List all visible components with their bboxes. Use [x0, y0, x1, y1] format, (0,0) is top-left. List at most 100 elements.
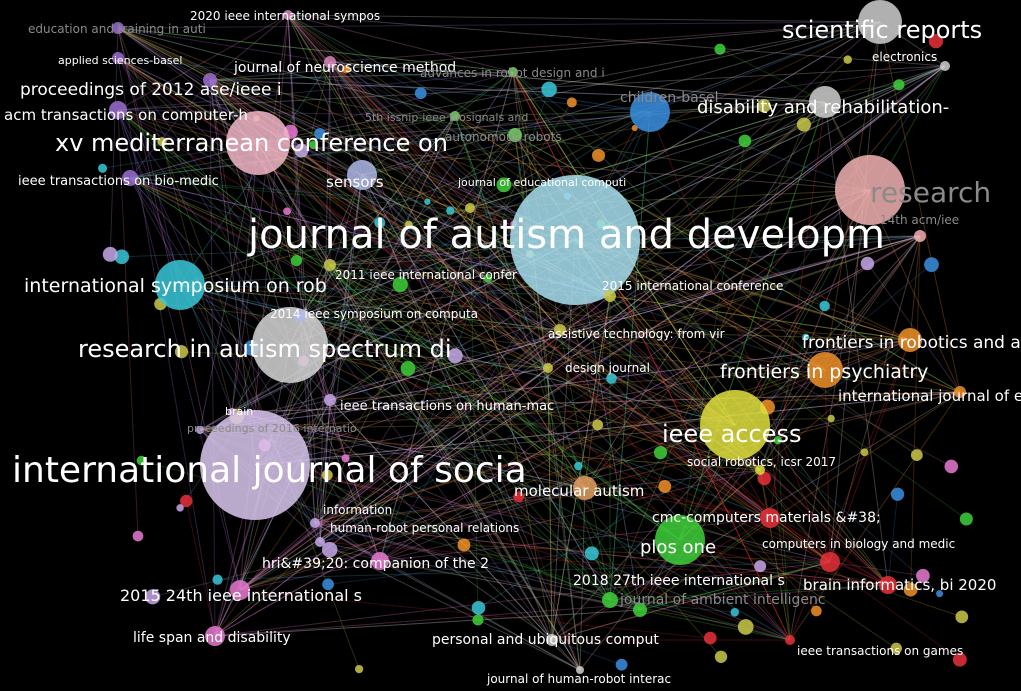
node: [658, 479, 672, 493]
node: [827, 414, 835, 423]
edge: [129, 111, 651, 179]
node: [472, 614, 484, 626]
edge: [329, 61, 651, 113]
edge: [209, 79, 216, 637]
edge: [117, 57, 291, 346]
edge: [879, 21, 961, 393]
edge: [769, 101, 826, 519]
edge: [867, 263, 961, 393]
edge: [257, 21, 881, 144]
edge: [463, 544, 831, 563]
node: [714, 650, 728, 663]
edge: [329, 235, 921, 401]
node: [205, 626, 225, 646]
edge: [329, 174, 363, 401]
edge: [287, 14, 586, 489]
edge: [319, 174, 363, 543]
edge: [609, 101, 826, 297]
edge: [329, 61, 826, 103]
edge: [254, 391, 961, 466]
edge: [257, 142, 553, 641]
edge: [287, 14, 304, 361]
edge: [209, 79, 291, 346]
edge: [117, 57, 761, 471]
edge: [679, 539, 923, 577]
edge: [329, 184, 505, 266]
node: [347, 160, 377, 190]
edge: [287, 14, 881, 23]
edge: [129, 177, 771, 519]
edge: [117, 27, 771, 519]
node: [630, 92, 670, 132]
edge: [209, 79, 736, 426]
node: [354, 664, 364, 674]
node: [508, 67, 518, 77]
edge: [209, 79, 576, 241]
edge: [117, 27, 514, 73]
edge: [214, 102, 573, 637]
edge: [117, 109, 456, 117]
edge: [547, 329, 561, 369]
edge: [379, 235, 921, 562]
edge: [512, 71, 791, 641]
node: [294, 143, 309, 158]
edge: [299, 207, 471, 317]
edge: [679, 101, 826, 541]
edge: [199, 239, 576, 431]
edge: [591, 65, 946, 554]
edge: [514, 134, 871, 191]
edge: [454, 115, 579, 467]
edge: [117, 27, 456, 117]
edge: [777, 440, 791, 641]
edge: [117, 57, 553, 641]
node: [916, 568, 930, 583]
edge: [236, 61, 331, 417]
edge: [287, 14, 581, 671]
edge: [287, 14, 586, 489]
edge: [829, 21, 881, 563]
edge: [117, 109, 736, 426]
node: [860, 256, 875, 271]
edges: [102, 14, 967, 671]
edge: [734, 424, 889, 586]
node: [196, 426, 204, 434]
node: [914, 230, 926, 242]
node: [310, 518, 320, 528]
edge: [117, 65, 946, 111]
node-label: computers in biology and medic: [762, 537, 955, 551]
edge: [287, 14, 549, 369]
edge: [117, 57, 331, 266]
edge: [239, 21, 881, 591]
edge: [314, 65, 946, 524]
edge: [185, 500, 216, 637]
node: [321, 541, 338, 558]
node: [860, 448, 869, 457]
edge: [314, 469, 761, 524]
edge: [257, 142, 581, 671]
node-label: international journal of envir: [838, 387, 1021, 405]
edge: [117, 27, 911, 341]
node: [294, 310, 306, 322]
node: [341, 454, 350, 463]
node-label: ieee transactions on bio-medic: [18, 174, 219, 189]
node: [819, 300, 830, 312]
node: [773, 435, 782, 445]
edge: [719, 48, 826, 103]
edge: [361, 174, 611, 601]
node: [890, 642, 902, 655]
edge: [469, 207, 479, 621]
edge: [199, 142, 259, 431]
edge: [559, 329, 911, 341]
edge: [209, 14, 289, 81]
edge: [117, 27, 761, 471]
edge: [299, 315, 641, 611]
node-label: disability and rehabilitation-: [697, 97, 949, 118]
node: [959, 512, 973, 526]
edge: [214, 174, 363, 637]
edge: [574, 239, 967, 520]
edge: [584, 101, 826, 489]
edge: [239, 589, 711, 639]
edge: [289, 344, 381, 562]
edge: [649, 21, 881, 113]
node-label: ieee transactions on games: [797, 644, 963, 658]
